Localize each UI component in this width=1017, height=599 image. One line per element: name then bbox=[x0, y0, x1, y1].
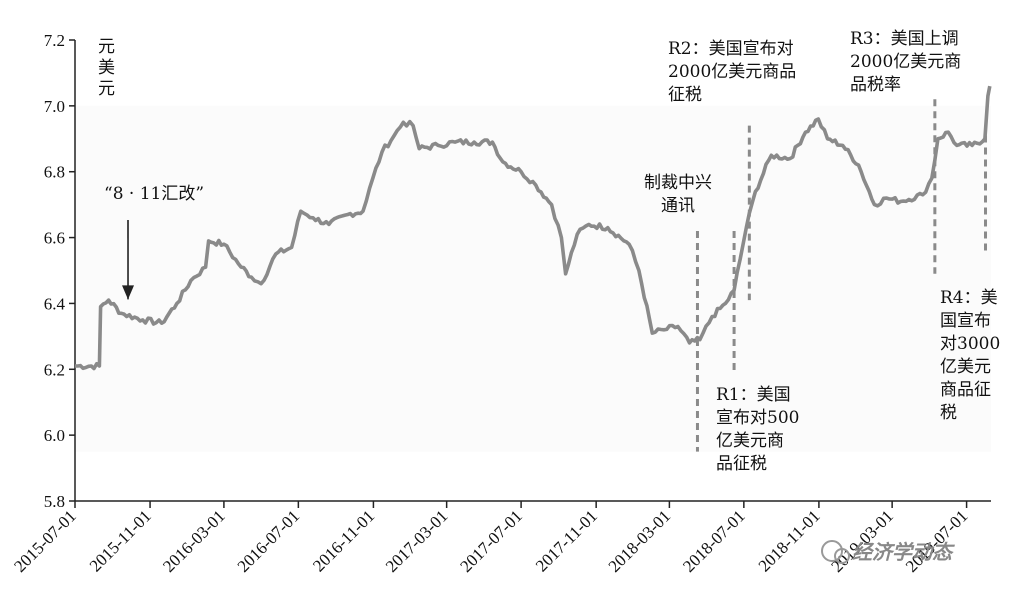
x-tick-label: 2018-07-01 bbox=[679, 506, 749, 576]
y-tick-label: 6.0 bbox=[44, 426, 65, 445]
watermark: 经济学动态 bbox=[821, 540, 955, 564]
plot-band bbox=[75, 105, 991, 452]
y-axis-label: 元美元 bbox=[98, 37, 115, 99]
x-tick-label: 2015-11-01 bbox=[86, 506, 155, 575]
y-tick-label: 6.6 bbox=[44, 229, 65, 248]
annotation-r3: R3：美国上调 2000亿美元商品税率 bbox=[850, 29, 961, 95]
band-layer bbox=[75, 105, 991, 452]
y-tick-label: 7.0 bbox=[44, 97, 65, 116]
annotations: “8 · 11汇改” 制裁中兴通讯 R1：美国宣布对500 亿美元商品征税 R2：美国宣… bbox=[104, 29, 1000, 474]
x-tick-label: 2017-07-01 bbox=[456, 506, 526, 576]
x-tick-label: 2018-03-01 bbox=[605, 506, 675, 576]
x-tick-label: 2015-07-01 bbox=[10, 506, 80, 576]
x-tick-label: 2017-03-01 bbox=[382, 506, 452, 576]
series-line bbox=[75, 85, 992, 371]
y-tick-label: 7.2 bbox=[44, 31, 65, 50]
x-tick-label: 2017-11-01 bbox=[532, 506, 601, 575]
annotation-zte: 制裁中兴通讯 bbox=[644, 173, 712, 216]
annotation-hx811: “8 · 11汇改” bbox=[104, 184, 204, 204]
y-tick-label: 6.2 bbox=[44, 360, 65, 379]
annotation-r4: R4：美国宣布对3000 亿美元商品征税 bbox=[940, 288, 1000, 423]
y-tick-label: 6.8 bbox=[44, 163, 65, 182]
y-tick-label: 6.4 bbox=[44, 294, 66, 313]
annotation-r1: R1：美国宣布对500 亿美元商品征税 bbox=[716, 385, 799, 474]
x-tick-label: 2018-11-01 bbox=[755, 506, 824, 575]
series-layer bbox=[75, 85, 992, 371]
annotation-arrow-head bbox=[122, 285, 135, 300]
x-tick-label: 2016-07-01 bbox=[234, 506, 304, 576]
wechat-icon bbox=[821, 540, 843, 562]
watermark-text: 经济学动态 bbox=[852, 540, 955, 564]
wechat-icon-bubble bbox=[834, 548, 850, 564]
annotation-r2: R2：美国宣布对 2000亿美元商品征税 bbox=[668, 39, 796, 105]
y-tick-label: 5.8 bbox=[44, 492, 65, 511]
x-tick-label: 2016-11-01 bbox=[309, 506, 378, 575]
x-tick-label: 2016-03-01 bbox=[159, 506, 229, 576]
